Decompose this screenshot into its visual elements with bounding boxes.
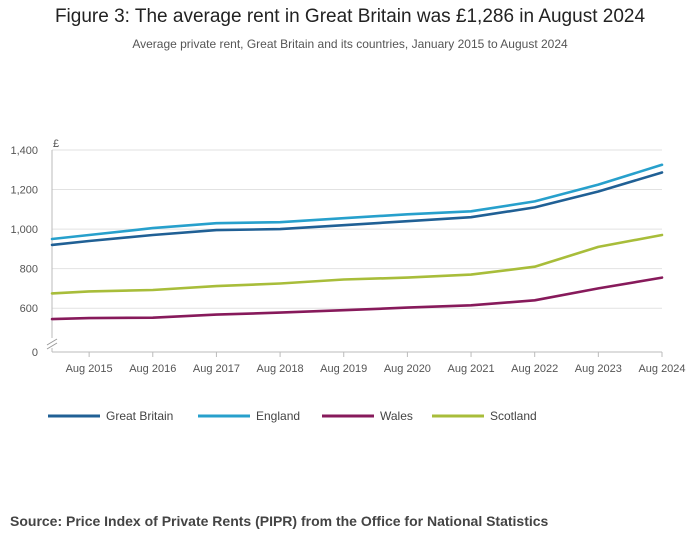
x-axis: Aug 2015 Aug 2016 Aug 2017 Aug 2018 Aug 2019… <box>66 352 686 375</box>
axis-break-mark <box>46 342 58 350</box>
series-lines <box>50 163 664 321</box>
series-line-great-britain <box>50 171 664 247</box>
x-tick-label: Aug 2015 <box>66 363 113 375</box>
x-tick-label: Aug 2022 <box>511 363 558 375</box>
y-tick-label: 800 <box>20 264 38 276</box>
legend-label: Scotland <box>490 409 537 423</box>
gridlines <box>52 149 662 353</box>
legend-label: Wales <box>380 409 413 423</box>
series-line-scotland <box>50 233 664 295</box>
y-tick-label: 1,200 <box>10 185 38 197</box>
chart-title: Figure 3: The average rent in Great Brit… <box>54 6 646 27</box>
legend-item: England <box>198 409 300 423</box>
x-tick-label: Aug 2017 <box>193 363 240 375</box>
legend-label: Great Britain <box>106 409 173 423</box>
x-tick-label: Aug 2016 <box>129 363 176 375</box>
y-tick-label: 1,400 <box>10 145 38 157</box>
axis-break-icon <box>46 338 58 350</box>
axis-break-mark <box>46 338 58 346</box>
x-tick-label: Aug 2019 <box>320 363 367 375</box>
series-line-england <box>50 163 664 241</box>
x-tick-label: Aug 2018 <box>257 363 304 375</box>
legend: Great Britain England Wales Scotland <box>48 409 537 423</box>
x-tick-label: Aug 2024 <box>638 363 685 375</box>
x-tick-label: Aug 2021 <box>447 363 494 375</box>
series-line-wales <box>50 276 664 321</box>
legend-item: Scotland <box>432 409 537 423</box>
y-axis-unit: £ <box>53 138 59 150</box>
axis-break-gap <box>46 338 58 348</box>
legend-item: Wales <box>322 409 413 423</box>
legend-item: Great Britain <box>48 409 173 423</box>
y-axis: 0 600 800 1,000 1,200 1,400 £ <box>10 138 59 359</box>
y-tick-label: 0 <box>32 347 38 359</box>
legend-label: England <box>256 409 300 423</box>
x-tick-label: Aug 2020 <box>384 363 431 375</box>
source-note: Source: Price Index of Private Rents (PI… <box>10 513 549 529</box>
chart-subtitle: Average private rent, Great Britain and … <box>132 37 568 51</box>
y-tick-label: 600 <box>20 303 38 315</box>
x-tick-label: Aug 2023 <box>575 363 622 375</box>
y-tick-label: 1,000 <box>10 224 38 236</box>
